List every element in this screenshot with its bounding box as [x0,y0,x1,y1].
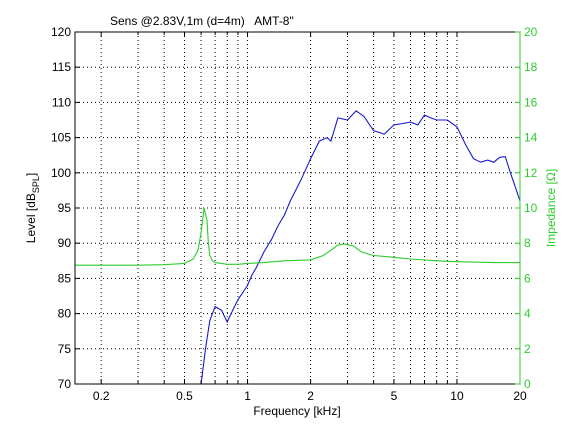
x-tick-label: 5 [391,389,398,403]
y-left-tick-label: 105 [51,131,71,145]
plot-background [75,32,520,384]
x-tick-label: 2 [307,389,314,403]
x-tick-label: 10 [450,389,464,403]
y-left-tick-label: 70 [58,377,72,391]
impedance-series-line [75,207,520,266]
chart-title: Sens @2.83V,1m (d=4m) AMT-8" [110,14,294,28]
y-right-tick-label: 6 [524,271,531,285]
y-left-tick-label: 85 [58,271,72,285]
y-left-tick-label: 95 [58,201,72,215]
y-left-tick-label: 75 [58,342,72,356]
y-axis-left-label-main: Level [dB [24,193,38,243]
y-left-tick-label: 80 [58,307,72,321]
y-left-tick-label: 110 [52,95,71,109]
grid [75,32,520,384]
ticks [75,31,520,385]
tick-labels: 7075808590951001051101151200246810121416… [51,25,538,403]
y-axis-right-label: Impedance [Ω] [544,169,558,247]
y-left-tick-label: 115 [52,60,71,74]
y-axis-left-label-end: ] [24,173,38,176]
y-right-tick-label: 14 [524,131,538,145]
x-tick-label: 1 [244,389,251,403]
y-axis-left-label-sub: SPL [31,176,41,193]
y-right-tick-label: 20 [524,25,538,39]
y-right-tick-label: 8 [524,236,531,250]
y-axis-left-label: Level [dBSPL] [24,173,41,243]
y-right-tick-label: 18 [524,60,538,74]
y-right-tick-label: 16 [524,95,538,109]
level-series-line [200,110,521,385]
y-left-tick-label: 90 [58,236,72,250]
y-right-tick-label: 2 [524,342,531,356]
series-layer [75,110,521,385]
y-left-tick-label: 100 [51,166,71,180]
y-right-tick-label: 4 [524,307,531,321]
y-right-tick-label: 0 [524,377,531,391]
x-tick-label: 0.2 [93,389,110,403]
y-right-tick-label: 12 [524,166,538,180]
x-axis-label: Frequency [kHz] [253,404,340,418]
y-right-tick-label: 10 [524,201,538,215]
x-tick-label: 20 [513,389,527,403]
y-left-tick-label: 120 [51,25,71,39]
x-tick-label: 0.5 [176,389,193,403]
